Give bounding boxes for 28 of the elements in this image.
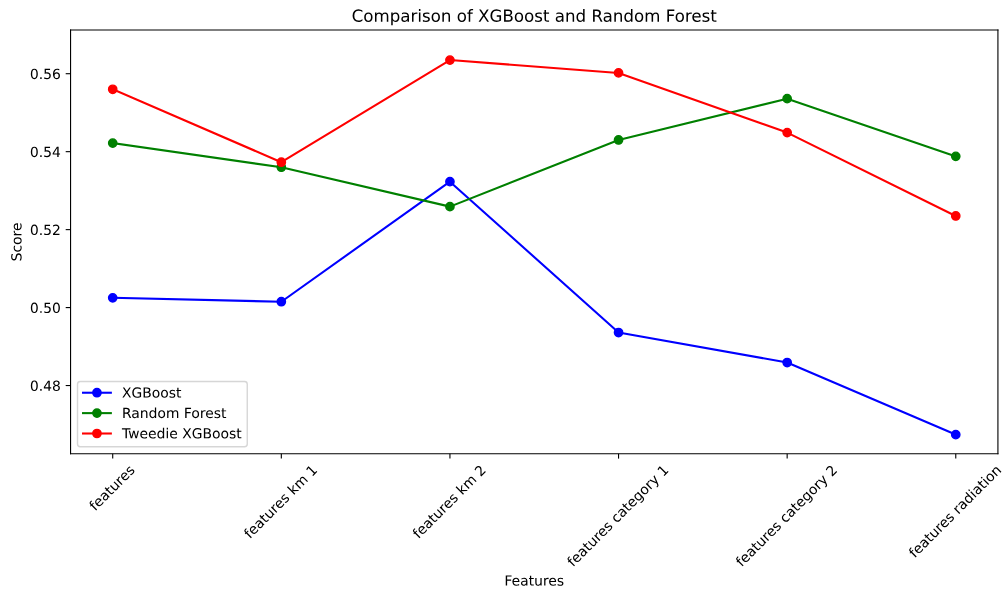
point <box>445 176 455 187</box>
point <box>107 292 118 303</box>
y-tick-label: 0.48 <box>30 380 60 392</box>
point <box>950 151 961 162</box>
chart-title: Comparison of XGBoost and Random Forest <box>352 9 717 26</box>
point <box>276 157 287 168</box>
legend-label: Tweedie XGBoost <box>121 427 242 439</box>
legend-label: XGBoost <box>122 387 182 398</box>
point <box>613 135 624 145</box>
point <box>445 55 455 65</box>
point <box>613 68 624 78</box>
point <box>276 296 287 307</box>
y-tick-label: 0.56 <box>30 68 60 80</box>
y-tick-label: 0.50 <box>30 302 60 314</box>
point <box>950 211 961 221</box>
legend-label: Random Forest <box>123 407 227 419</box>
y-tick-label: 0.54 <box>30 146 61 158</box>
point <box>782 93 793 104</box>
point <box>613 327 624 338</box>
point <box>782 127 793 138</box>
point <box>107 84 118 95</box>
point <box>950 429 961 440</box>
point <box>445 201 455 212</box>
y-tick-label: 0.52 <box>30 224 60 236</box>
point <box>782 357 793 368</box>
point <box>107 138 118 148</box>
x-axis-title: Features <box>505 575 564 586</box>
y-axis-title: Score <box>11 223 22 261</box>
